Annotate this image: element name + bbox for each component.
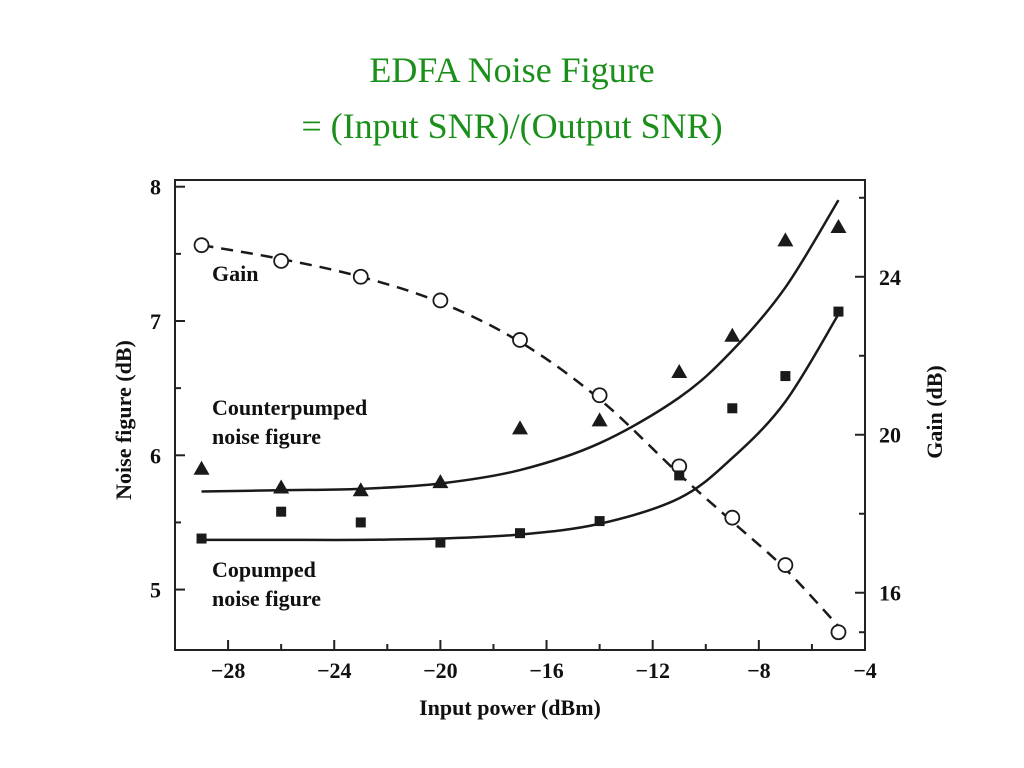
copumped-point: [355, 517, 366, 528]
gain-point: [193, 237, 210, 254]
copumped-point: [435, 537, 446, 548]
y-tick-label: 6: [150, 443, 161, 468]
copumped-point: [674, 470, 685, 481]
slide-title-line2: = (Input SNR)/(Output SNR): [301, 106, 723, 146]
x-tick-label: −16: [529, 658, 564, 683]
annotation-counterpumped-line2: noise figure: [212, 424, 321, 449]
copumped-point: [780, 371, 791, 382]
copumped-point: [727, 403, 738, 414]
gain-point: [830, 624, 847, 641]
gain-point: [432, 292, 449, 309]
y-tick-label: 7: [150, 309, 161, 334]
x-tick-label: −28: [211, 658, 246, 683]
annotation-counterpumped-line1: Counterpumped: [212, 395, 367, 420]
gain-point: [512, 332, 528, 348]
x-tick-label: −20: [423, 658, 458, 683]
series-2-fit-line: [201, 313, 840, 542]
counterpumped-point: [193, 460, 210, 475]
gain-point: [273, 253, 290, 269]
annotation-copumped-line2: noise figure: [212, 586, 321, 611]
counterpumped-point: [671, 364, 688, 379]
counterpumped-point: [591, 412, 608, 427]
counterpumped-point: [432, 474, 449, 489]
gain-point: [352, 268, 369, 285]
y2-tick-label: 20: [879, 423, 901, 448]
series-0-fit-line: [201, 243, 840, 628]
y2-axis-label: Gain (dB): [922, 365, 947, 459]
y-axis-label: Noise figure (dB): [111, 340, 136, 500]
gain-point: [724, 509, 741, 526]
x-tick-label: −4: [853, 658, 877, 683]
counterpumped-point: [352, 482, 369, 497]
plot-frame: [174, 179, 866, 651]
gain-point: [591, 387, 608, 404]
x-tick-label: −24: [317, 658, 352, 683]
copumped-point: [833, 306, 844, 317]
copumped-point: [276, 506, 287, 517]
counterpumped-point: [777, 232, 794, 247]
x-tick-label: −8: [747, 658, 771, 683]
x-axis-label: Input power (dBm): [419, 695, 601, 720]
y2-tick-label: 16: [879, 581, 901, 606]
annotation-gain: Gain: [212, 261, 258, 286]
slide-title-line1: EDFA Noise Figure: [369, 50, 655, 90]
counterpumped-point: [273, 479, 290, 494]
y2-tick-label: 24: [879, 265, 901, 290]
counterpumped-point: [512, 420, 528, 435]
copumped-point: [196, 533, 207, 544]
copumped-point: [515, 528, 525, 539]
y-tick-label: 5: [150, 578, 161, 603]
series-1-fit-line: [201, 199, 840, 493]
annotation-copumped-line1: Copumped: [212, 557, 316, 582]
copumped-point: [594, 516, 605, 527]
gain-point: [777, 557, 794, 573]
counterpumped-point: [724, 327, 741, 342]
counterpumped-point: [830, 219, 847, 233]
y-tick-label: 8: [150, 175, 161, 200]
x-tick-label: −12: [635, 658, 670, 683]
